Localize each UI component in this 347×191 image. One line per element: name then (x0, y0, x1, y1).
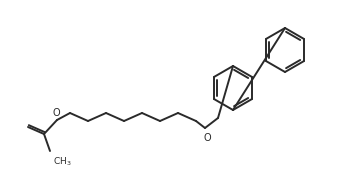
Text: O: O (203, 133, 211, 143)
Text: O: O (52, 108, 60, 118)
Text: CH$_3$: CH$_3$ (53, 155, 71, 168)
